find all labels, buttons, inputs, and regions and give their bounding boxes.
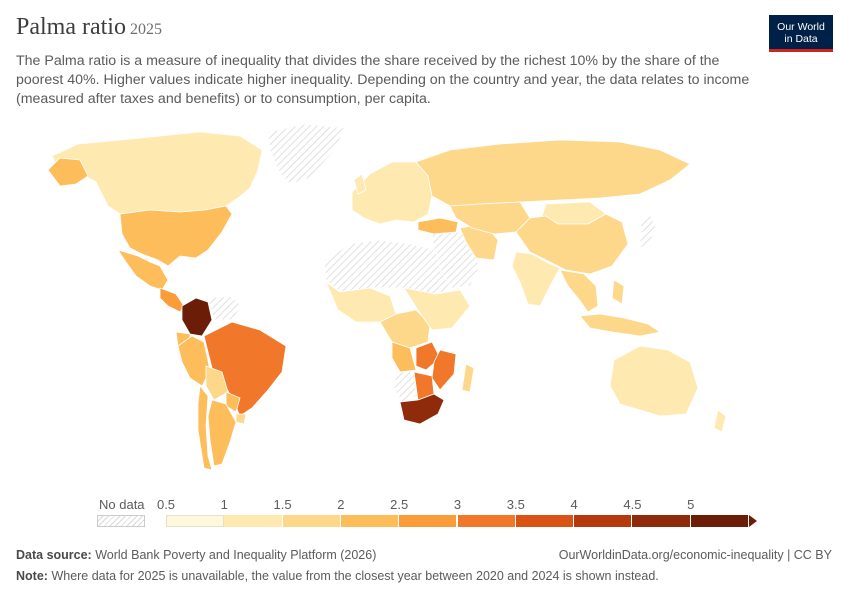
data-source-label: Data source: <box>16 548 92 562</box>
owid-logo[interactable]: Our World in Data <box>769 15 833 52</box>
legend-overflow-arrow <box>749 515 757 527</box>
region-turkey <box>417 217 459 235</box>
legend-bin <box>224 515 283 527</box>
region-mexico <box>117 249 169 291</box>
data-source: Data source: World Bank Poverty and Ineq… <box>16 548 376 562</box>
region-new-zealand <box>713 409 727 433</box>
region-australia <box>609 345 699 417</box>
region-north-africa <box>323 239 453 295</box>
region-russia <box>415 139 691 207</box>
region-canada <box>51 131 263 215</box>
logo-line-2: in Data <box>784 33 818 45</box>
region-indonesia <box>579 313 661 337</box>
legend-tick-label: 2 <box>337 497 345 512</box>
legend-tick-label: 0.5 <box>156 497 176 512</box>
region-peru <box>177 335 211 387</box>
legend-tick-label: 4.5 <box>623 497 642 512</box>
region-chile <box>197 385 213 471</box>
region-alaska <box>47 157 89 187</box>
data-source-text: World Bank Poverty and Inequality Platfo… <box>95 548 377 562</box>
region-bolivia <box>205 365 229 401</box>
legend-bin <box>457 515 516 527</box>
region-southeast-asia <box>559 269 599 313</box>
region-india <box>511 251 561 307</box>
region-europe <box>351 161 433 225</box>
legend-bin <box>282 515 341 527</box>
region-uruguay <box>235 413 247 425</box>
region-madagascar <box>461 363 475 393</box>
region-japan <box>637 213 657 249</box>
note-text: Where data for 2025 is unavailable, the … <box>51 569 659 583</box>
chart-subtitle: The Palma ratio is a measure of inequali… <box>16 53 750 107</box>
legend-bin <box>340 515 400 527</box>
legend: No data 0.5 1 1.5 2 2.5 3 3.5 4 4.5 5 <box>0 495 850 535</box>
region-east-africa <box>403 287 471 331</box>
region-argentina <box>207 399 237 467</box>
legend-bin <box>574 515 633 527</box>
region-philippines <box>611 279 625 305</box>
legend-tick-label: 1.5 <box>273 497 292 512</box>
region-usa <box>119 205 233 267</box>
region-venezuela <box>207 295 243 321</box>
legend-bin <box>166 515 225 527</box>
region-angola <box>391 341 417 373</box>
chart-title: Palma ratio 2025 <box>16 14 162 41</box>
region-central-america <box>159 287 185 313</box>
region-colombia <box>181 297 213 337</box>
legend-tick-label: 5 <box>687 497 695 512</box>
region-uk <box>353 173 367 195</box>
logo-line-1: Our World <box>777 21 825 33</box>
legend-bin <box>399 515 458 527</box>
region-paraguay <box>225 391 241 413</box>
region-china <box>515 213 629 275</box>
title-text: Palma ratio <box>16 14 126 40</box>
legend-tick-label: 3 <box>453 497 462 512</box>
legend-bin <box>690 515 749 527</box>
legend-tick-label: 1 <box>220 497 228 512</box>
legend-tick-label: 3.5 <box>506 497 525 512</box>
no-data-label: No data <box>99 497 145 512</box>
legend-tick-label: 4 <box>570 497 578 512</box>
note-label: Note: <box>16 569 48 583</box>
note: Note: Where data for 2025 is unavailable… <box>16 569 659 583</box>
logo-accent-bar <box>769 49 833 52</box>
legend-bin <box>632 515 691 527</box>
legend-tick-label: 2.5 <box>390 497 409 512</box>
region-mozambique <box>431 349 457 391</box>
no-data-swatch <box>97 515 145 527</box>
world-map <box>47 123 727 471</box>
license-link[interactable]: OurWorldinData.org/economic-inequality |… <box>558 548 832 562</box>
region-namibia <box>393 371 417 403</box>
title-year: 2025 <box>129 21 162 38</box>
region-south-africa <box>399 393 445 425</box>
legend-bin <box>515 515 575 527</box>
region-greenland <box>267 123 346 185</box>
